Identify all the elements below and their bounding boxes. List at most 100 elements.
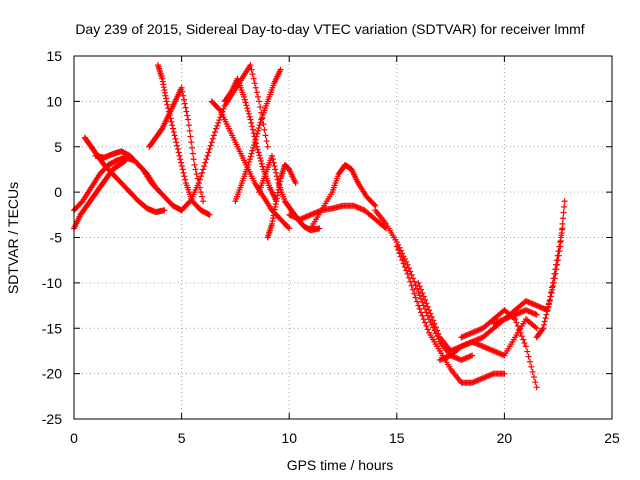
data-point-interp — [178, 159, 185, 166]
data-point-interp — [419, 290, 426, 297]
data-point-interp — [526, 358, 533, 365]
data-point-interp — [256, 122, 263, 129]
data-point — [268, 152, 275, 159]
data-point-interp — [271, 163, 278, 170]
data-point — [533, 311, 540, 318]
data-point-interp — [427, 310, 434, 317]
data-point-interp — [190, 156, 197, 163]
data-point-interp — [187, 133, 194, 140]
data-point-interp — [197, 189, 204, 196]
data-point-interp — [557, 234, 564, 241]
data-point-interp — [211, 129, 218, 136]
y-tick-label: -5 — [50, 230, 63, 246]
y-tick-label: -15 — [42, 320, 62, 336]
data-point-interp — [166, 111, 173, 118]
data-point — [241, 93, 248, 100]
data-point-interp — [168, 118, 175, 125]
data-point-interp — [420, 293, 427, 300]
data-point-interp — [250, 130, 257, 137]
data-point — [176, 152, 183, 159]
data-point-interp — [420, 316, 427, 323]
data-point-interp — [262, 132, 269, 139]
data-point-interp — [413, 298, 420, 305]
data-point-interp — [200, 166, 207, 173]
x-tick-label: 0 — [70, 430, 78, 446]
data-point-interp — [167, 115, 174, 122]
data-point-interp — [243, 102, 250, 109]
data-point-interp — [416, 305, 423, 312]
data-point-interp — [164, 101, 171, 108]
data-point-interp — [255, 125, 262, 132]
series-track-4 — [92, 148, 185, 214]
data-point-interp — [422, 296, 429, 303]
data-point-interp — [423, 322, 430, 329]
data-point-interp — [249, 123, 256, 130]
x-tick-label: 10 — [281, 430, 297, 446]
x-tick-label: 5 — [178, 430, 186, 446]
data-point-interp — [253, 140, 260, 147]
data-point — [553, 261, 560, 268]
series-track-16 — [393, 243, 508, 386]
data-point-interp — [241, 96, 248, 103]
y-tick-label: 5 — [54, 139, 62, 155]
data-point-interp — [177, 156, 184, 163]
data-point-interp — [165, 108, 172, 115]
data-point-interp — [419, 312, 426, 319]
data-point-interp — [246, 156, 253, 163]
data-point — [501, 370, 508, 377]
data-point-interp — [246, 159, 253, 166]
data-point — [404, 270, 411, 277]
data-point-interp — [249, 126, 256, 133]
data-point-interp — [172, 135, 179, 142]
data-point-interp — [560, 209, 567, 216]
data-point-interp — [557, 239, 564, 246]
data-point-interp — [175, 149, 182, 156]
data-point-interp — [216, 117, 223, 124]
data-point — [561, 198, 568, 205]
data-point-interp — [256, 152, 263, 159]
data-point — [277, 66, 284, 73]
data-point-interp — [549, 279, 556, 286]
axis-ticks: 0 5 10 15 20 25 -25 -20 -15 -10 -5 0 5 10 15 — [42, 48, 620, 446]
data-point-interp — [428, 313, 435, 320]
data-point-interp — [210, 132, 217, 139]
data-point-interp — [199, 169, 206, 176]
data-point — [540, 325, 547, 332]
data-point-interp — [401, 263, 408, 270]
data-point-interp — [261, 126, 268, 133]
data-point-interp — [371, 201, 378, 208]
x-tick-label: 20 — [497, 430, 513, 446]
data-point-interp — [251, 133, 258, 140]
data-point-interp — [248, 66, 255, 73]
data-point-interp — [179, 166, 186, 173]
data-point — [559, 225, 566, 232]
data-point-interp — [400, 260, 407, 267]
data-point — [292, 180, 299, 187]
data-point-interp — [257, 157, 264, 164]
data-point-interp — [408, 282, 415, 289]
data-point-interp — [259, 163, 266, 170]
data-point-interp — [181, 96, 188, 103]
data-point-interp — [182, 176, 189, 183]
data-point-interp — [543, 311, 550, 318]
data-point-interp — [424, 303, 431, 310]
data-point — [415, 279, 422, 286]
data-point-interp — [556, 243, 563, 250]
data-point — [178, 84, 185, 91]
data-point — [163, 98, 170, 105]
data-point-interp — [532, 324, 539, 331]
data-point — [469, 352, 476, 359]
y-tick-label: 10 — [46, 93, 62, 109]
data-point-interp — [541, 318, 548, 325]
data-point-interp — [558, 229, 565, 236]
series-track-12 — [264, 161, 299, 241]
data-point-interp — [431, 320, 438, 327]
data-point-interp — [553, 257, 560, 264]
data-point-interp — [184, 112, 191, 119]
data-point — [247, 62, 254, 69]
data-point-interp — [544, 308, 551, 315]
data-point — [512, 316, 519, 323]
data-point-interp — [173, 139, 180, 146]
data-point — [415, 302, 422, 309]
